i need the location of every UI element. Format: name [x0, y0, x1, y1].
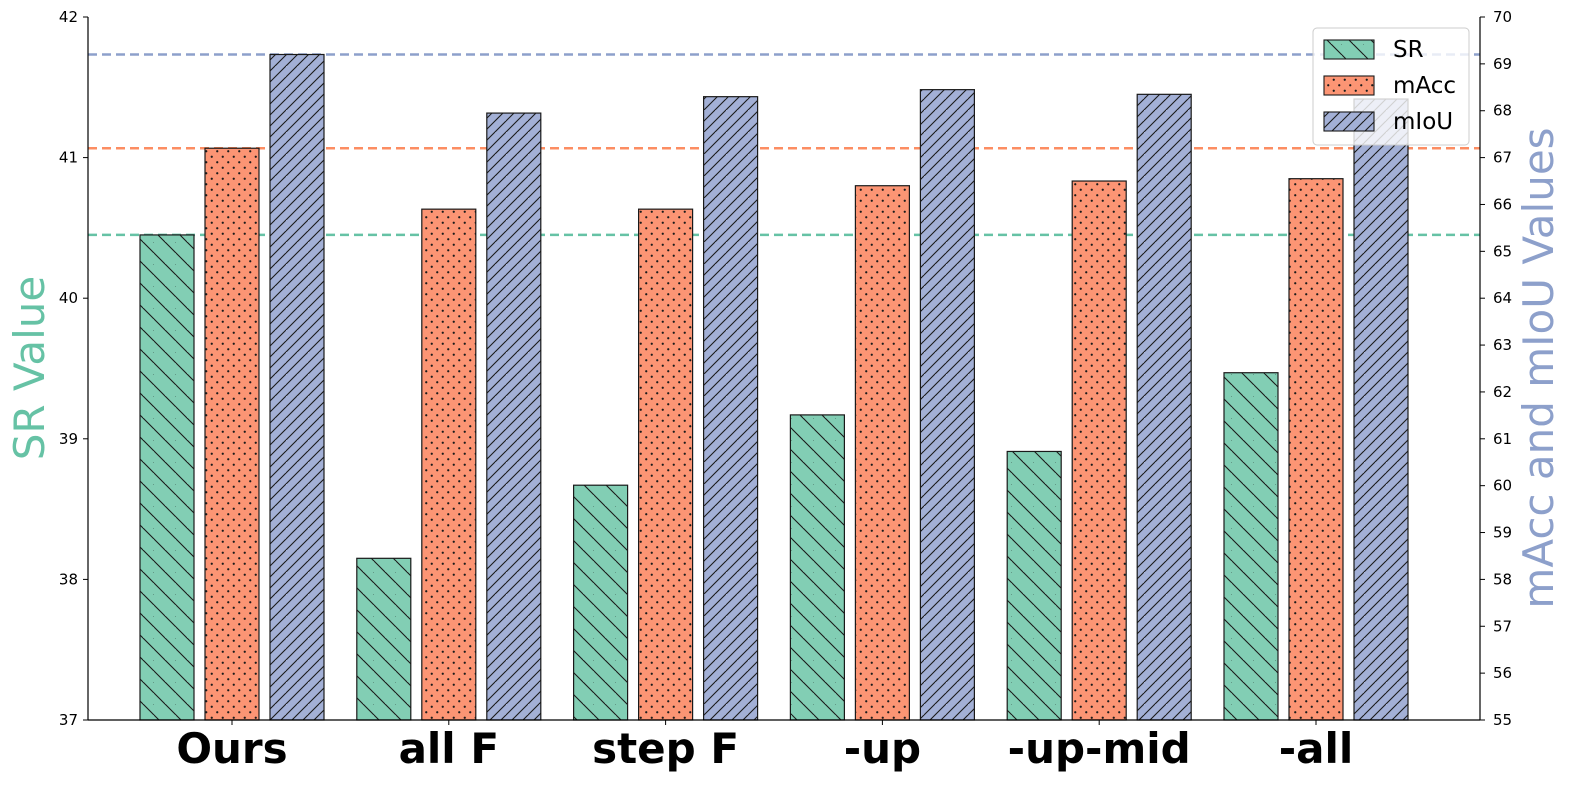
legend: SR mAcc mIoU — [1312, 27, 1470, 146]
bar-sr-up — [789, 414, 846, 721]
right-tick-label: 58 — [1493, 570, 1512, 588]
right-tick-label: 63 — [1493, 336, 1512, 354]
bars — [139, 53, 1409, 721]
right-tick-label: 61 — [1493, 430, 1512, 448]
left-axis-title: SR Value — [5, 276, 54, 461]
right-tick-label: 56 — [1493, 664, 1512, 682]
right-tick-label: 65 — [1493, 242, 1512, 260]
right-tick-label: 70 — [1493, 8, 1512, 26]
bar-miou-all-f — [486, 112, 542, 721]
bar-sr-up-mid — [1006, 450, 1062, 721]
left-tick-label: 41 — [59, 149, 78, 167]
legend-item-macc: mAcc — [1323, 73, 1456, 99]
bar-macc-all-f — [421, 208, 477, 721]
right-tick-label: 67 — [1493, 149, 1512, 167]
category-label: -up-mid — [1008, 724, 1191, 773]
category-label: step F — [592, 724, 739, 773]
category-label: -all — [1279, 724, 1354, 773]
right-tick-label: 68 — [1493, 102, 1512, 120]
bar-sr-step-f — [572, 484, 629, 721]
category-label: all F — [399, 724, 499, 773]
bar-miou-up — [919, 89, 976, 721]
left-tick-label: 40 — [59, 289, 78, 307]
left-axis-ticks: 37 38 39 40 41 42 — [59, 8, 88, 729]
right-tick-label: 62 — [1493, 383, 1512, 401]
legend-label: mIoU — [1393, 109, 1453, 135]
right-axis-ticks: 55 56 57 58 59 60 61 62 63 64 65 66 67 68 69 70 — [1480, 8, 1512, 729]
legend-item-miou: mIoU — [1323, 109, 1453, 135]
axes — [87, 17, 1481, 721]
bar-sr-ours — [139, 234, 195, 721]
left-tick-label: 37 — [59, 711, 78, 729]
category-label: Ours — [176, 724, 287, 773]
right-tick-label: 59 — [1493, 524, 1512, 542]
left-tick-label: 42 — [59, 8, 78, 26]
right-tick-label: 64 — [1493, 289, 1512, 307]
left-tick-label: 39 — [59, 430, 78, 448]
right-tick-label: 66 — [1493, 195, 1512, 213]
legend-label: mAcc — [1393, 73, 1456, 99]
bar-sr-all-f — [356, 557, 412, 721]
right-tick-label: 60 — [1493, 477, 1512, 495]
bar-macc-up — [854, 185, 911, 721]
bar-macc-up-mid — [1071, 180, 1127, 721]
right-tick-label: 69 — [1493, 55, 1512, 73]
legend-label: SR — [1393, 37, 1424, 63]
bar-miou-ours — [269, 53, 325, 721]
bar-sr-all — [1223, 372, 1279, 721]
bar-miou-up-mid — [1136, 93, 1192, 721]
bar-miou-step-f — [702, 96, 759, 721]
category-labels: Ours all F step F -up -up-mid -all — [176, 720, 1353, 773]
right-tick-label: 57 — [1493, 617, 1512, 635]
bar-macc-step-f — [637, 208, 694, 721]
category-label: -up — [844, 724, 921, 773]
left-tick-label: 38 — [59, 570, 78, 588]
bar-macc-ours — [204, 147, 260, 721]
bar-miou-all — [1353, 98, 1409, 721]
right-tick-label: 55 — [1493, 711, 1512, 729]
bar-macc-all — [1288, 178, 1344, 721]
legend-item-sr: SR — [1323, 37, 1424, 63]
right-axis-title: mAcc and mIoU Values — [1514, 127, 1563, 608]
